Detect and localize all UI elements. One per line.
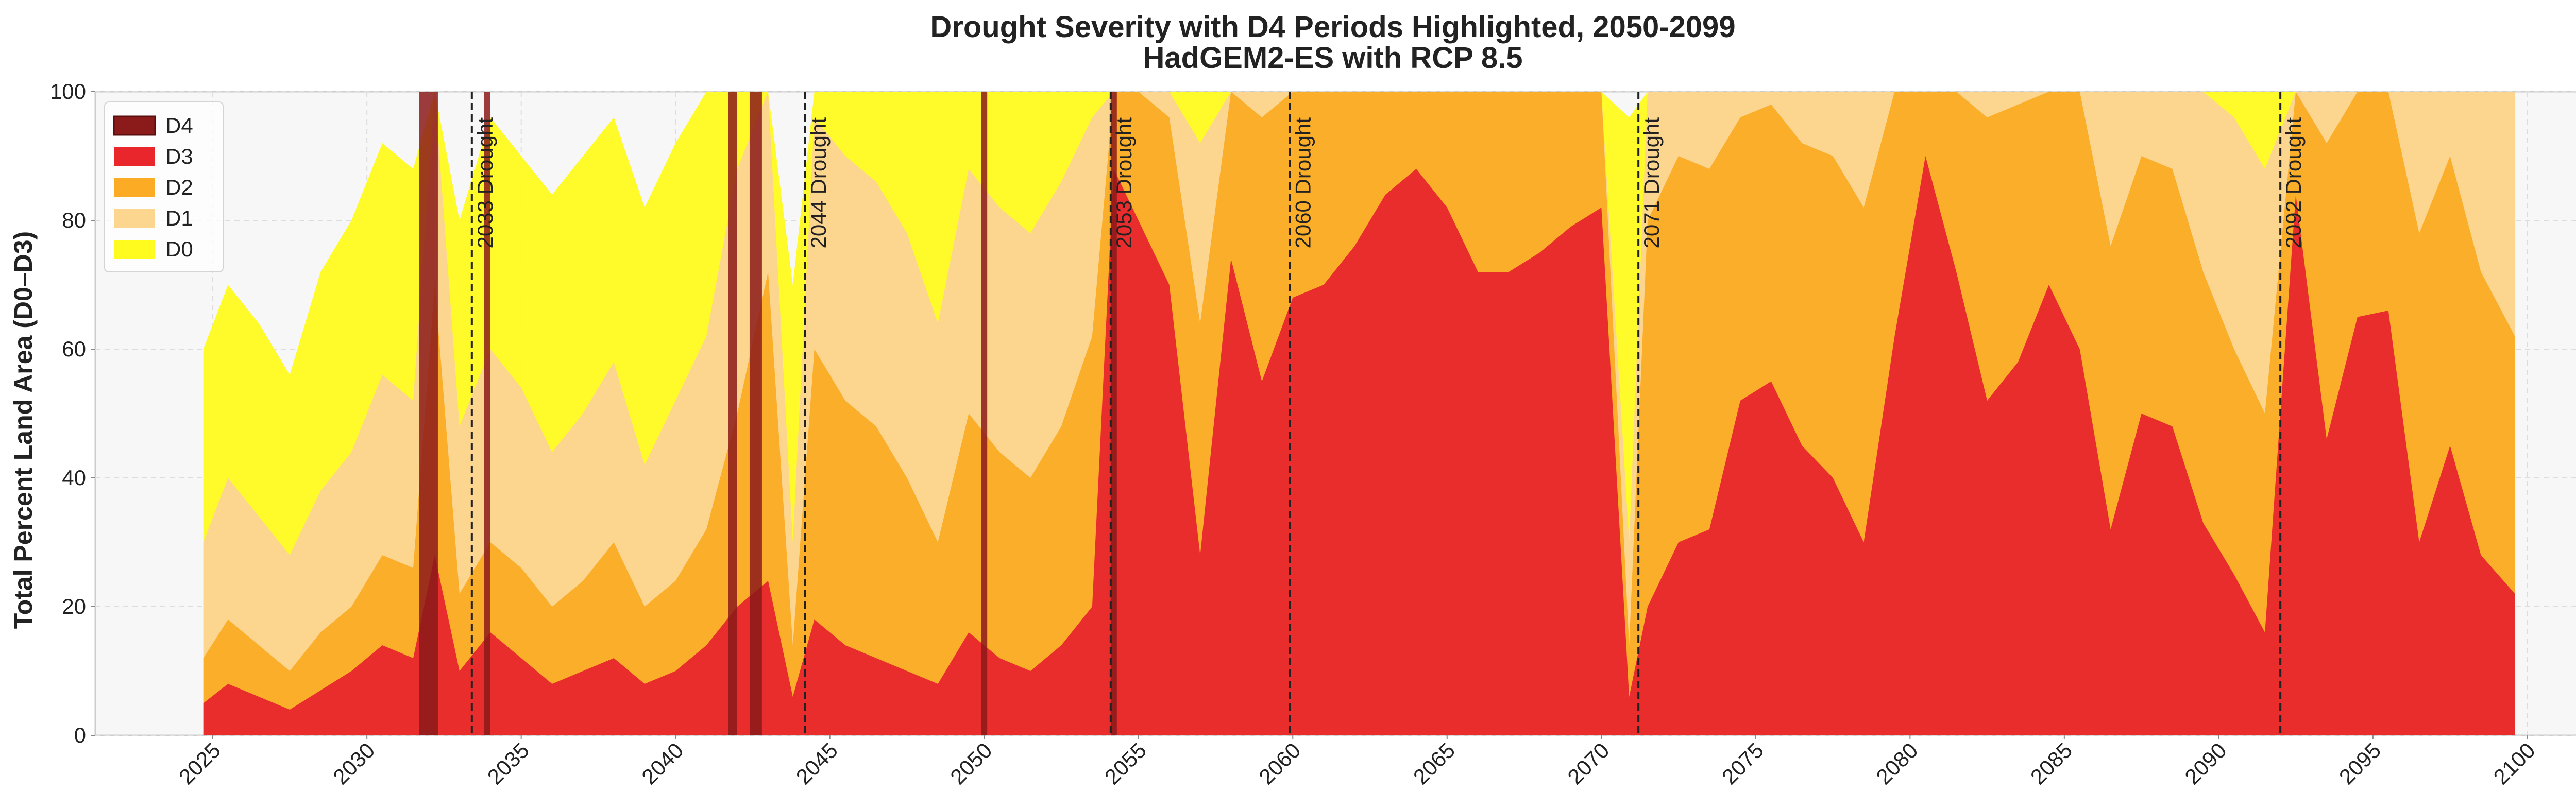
chart-title-line1: Drought Severity with D4 Periods Highlig… (930, 10, 1735, 44)
area-d3 (203, 156, 2515, 735)
y-axis-label: Total Percent Land Area (D0–D3) (9, 231, 38, 629)
d4-period-0 (419, 92, 438, 735)
y-tick-label-100: 100 (50, 79, 86, 104)
legend-swatch-d3 (114, 147, 155, 166)
legend: D4 D3 D2 D1 D0 (104, 101, 224, 272)
y-tick-label-40: 40 (62, 466, 86, 490)
d4-period-3 (749, 92, 762, 735)
legend-label-d4: D4 (165, 113, 193, 137)
legend-label-d0: D0 (165, 237, 193, 261)
d4-period-2 (728, 92, 737, 735)
d4-period-5 (1110, 92, 1117, 735)
drought-label-0: 2033 Drought (473, 117, 497, 249)
legend-label-d2: D2 (165, 175, 193, 199)
drought-label-2: 2053 Drought (1112, 117, 1136, 249)
legend-swatch-d0 (114, 240, 155, 259)
legend-label-d1: D1 (165, 206, 193, 230)
legend-swatch-d4 (113, 115, 156, 136)
plot-area: 2033 Drought 2044 Drought 2053 Drought 2060… (50, 79, 2576, 789)
legend-swatch-d1 (114, 209, 155, 228)
drought-label-5: 2092 Drought (2281, 117, 2306, 249)
chart-title-line2: HadGEM2-ES with RCP 8.5 (1143, 41, 1523, 75)
legend-label-d3: D3 (165, 144, 193, 168)
d4-period-4 (981, 92, 988, 735)
d4-period-1 (484, 92, 490, 735)
y-tick-label-80: 80 (62, 208, 86, 232)
y-tick-label-60: 60 (62, 337, 86, 361)
drought-label-4: 2071 Drought (1639, 117, 1664, 249)
legend-swatch-d2 (114, 178, 155, 197)
legend-box (104, 101, 224, 272)
y-tick-label-20: 20 (62, 594, 86, 618)
drought-label-1: 2044 Drought (806, 117, 831, 249)
y-tick-label-0: 0 (74, 723, 86, 747)
drought-label-3: 2060 Drought (1291, 117, 1315, 249)
